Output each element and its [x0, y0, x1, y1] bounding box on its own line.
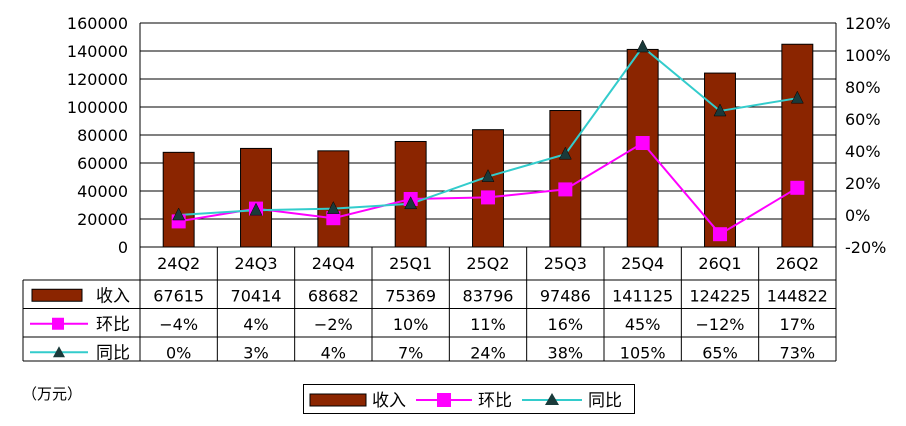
table-key-yoy-marker	[53, 346, 65, 358]
left-tick-label: 20000	[77, 210, 128, 229]
table-cell: 7%	[398, 343, 423, 362]
yoy-point	[404, 196, 418, 210]
category-label: 24Q4	[312, 254, 355, 273]
table-cell: 16%	[548, 315, 584, 334]
category-label: 26Q1	[698, 254, 741, 273]
qoq-point	[558, 182, 573, 197]
table-cell: 124225	[689, 286, 750, 305]
qoq-point	[635, 136, 650, 150]
table-cell: −4%	[159, 315, 198, 334]
table-cell: 3%	[243, 343, 268, 362]
right-tick-label: 0%	[845, 206, 870, 225]
left-tick-label: 140000	[67, 42, 128, 61]
table-cell: 10%	[393, 315, 429, 334]
left-tick-label: 40000	[77, 182, 128, 201]
revenue-bar	[781, 43, 814, 248]
table-cell: −12%	[696, 315, 745, 334]
qoq-point	[713, 227, 727, 242]
category-label: 26Q2	[776, 254, 819, 273]
table-cell: 4%	[243, 315, 268, 334]
table-cell: 0%	[166, 343, 191, 362]
table-cell: 141125	[612, 286, 673, 305]
right-tick-label: -20%	[845, 238, 886, 257]
table-key-qoq-marker	[52, 317, 64, 330]
table-cell: 144822	[767, 286, 828, 305]
table-cell: 73%	[780, 343, 816, 362]
right-tick-label: 40%	[845, 142, 881, 161]
unit-label: （万元）	[22, 385, 83, 403]
table-cell: 68682	[308, 286, 359, 305]
yoy-point	[558, 146, 572, 160]
category-label: 25Q1	[389, 254, 432, 273]
left-tick-label: 160000	[67, 14, 128, 33]
legend-revenue-swatch	[309, 393, 367, 407]
right-tick-label: 60%	[845, 110, 881, 129]
left-tick-label: 120000	[67, 70, 128, 89]
yoy-point	[713, 103, 727, 117]
table-cell: 17%	[780, 315, 816, 334]
left-tick-label: 0	[118, 238, 128, 257]
revenue-bar	[240, 147, 272, 248]
category-label: 25Q2	[466, 254, 509, 273]
revenue-bar	[317, 150, 350, 248]
revenue-bar	[549, 110, 582, 248]
table-row-label: 环比	[96, 315, 130, 335]
right-tick-label: 80%	[845, 78, 881, 97]
right-tick-label: 120%	[845, 14, 891, 33]
revenue-bar	[472, 129, 504, 248]
left-tick-label: 80000	[77, 126, 128, 145]
legend-yoy-marker	[545, 393, 559, 405]
table-key-revenue-swatch	[31, 288, 83, 302]
table-cell: 38%	[548, 343, 584, 362]
table-cell: 75369	[385, 286, 436, 305]
qoq-point	[790, 180, 805, 195]
revenue-bar	[162, 151, 195, 248]
legend-qoq-marker	[437, 393, 451, 407]
table-cell: 105%	[620, 343, 666, 362]
qoq-point	[326, 211, 341, 226]
left-tick-label: 100000	[67, 98, 128, 117]
table-cell: 65%	[702, 343, 738, 362]
legend-yoy-label: 同比	[588, 391, 622, 411]
category-label: 24Q3	[234, 254, 277, 273]
legend-revenue-label: 收入	[372, 391, 406, 411]
table-cell: −2%	[314, 315, 353, 334]
yoy-point	[790, 90, 804, 104]
left-tick-label: 60000	[77, 154, 128, 173]
legend: 收入 环比 同比	[303, 384, 635, 414]
table-cell: 11%	[470, 315, 506, 334]
table-cell: 45%	[625, 315, 661, 334]
table-cell: 70414	[231, 286, 282, 305]
category-label: 25Q3	[544, 254, 587, 273]
table-cell: 24%	[470, 343, 506, 362]
table-row-label: 收入	[96, 286, 130, 306]
category-label: 25Q4	[621, 254, 664, 273]
table-cell: 97486	[540, 286, 591, 305]
table-row-label: 同比	[96, 343, 130, 363]
yoy-point	[481, 169, 495, 182]
yoy-point	[172, 207, 186, 221]
yoy-point	[636, 39, 650, 53]
table-cell: 83796	[463, 286, 514, 305]
right-tick-label: 20%	[845, 174, 881, 193]
yoy-point	[249, 202, 263, 216]
right-tick-label: 100%	[845, 46, 891, 65]
category-label: 24Q2	[157, 254, 200, 273]
qoq-point	[481, 190, 495, 205]
table-cell: 67615	[153, 286, 204, 305]
yoy-point	[326, 201, 340, 214]
table-cell: 4%	[321, 343, 346, 362]
legend-qoq-label: 环比	[478, 391, 512, 411]
